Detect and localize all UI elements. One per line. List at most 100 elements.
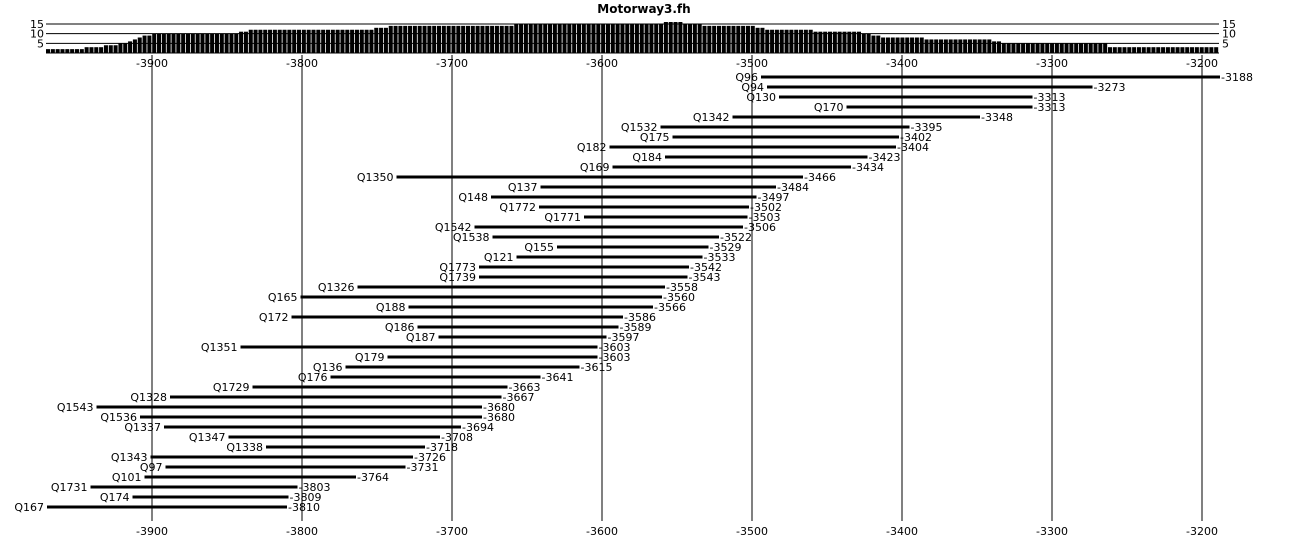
histogram-bar [1045,43,1050,53]
histogram-bar [847,31,852,53]
histogram-bar [992,41,997,54]
histogram-bar [914,37,919,53]
interval-end-label: -3603 [599,341,631,354]
x-tick-label-bottom: -3300 [1036,525,1068,538]
interval-end-label: -3533 [704,251,736,264]
histogram-bars [46,22,1219,54]
x-axis-top-ticks: -3900 -3800 -3700 -3600 -3500 -3400 -3300 -3200 [136,57,1218,70]
histogram-bar [688,23,693,53]
interval-end-label: -3694 [462,421,494,434]
histogram-bar [736,25,741,54]
histogram-bar [716,25,722,54]
interval-end-label: -3558 [666,281,698,294]
histogram-bar [1165,47,1170,53]
histogram-bar [1156,47,1161,53]
interval-label: Q182 [577,141,607,154]
histogram-bar [910,37,915,53]
histogram-bar [919,37,924,53]
histogram-bar [924,39,929,53]
histogram-bar [282,29,287,53]
histogram-bar [856,31,861,53]
histogram-bar [485,25,490,54]
histogram-bar [494,25,499,54]
histogram-bar [591,23,596,53]
histogram-bar [1170,47,1175,53]
interval-end-label: -3502 [750,201,782,214]
interval-label: Q1328 [130,391,167,404]
interval-end-label: -3667 [503,391,535,404]
histogram-bar [697,23,702,53]
histogram-bar [248,29,253,53]
histogram-bar [712,25,717,54]
interval-label: Q1739 [439,271,476,284]
histogram-bar [128,41,133,54]
histogram-bar [1069,43,1074,53]
histogram-bar [1175,47,1180,53]
histogram-bar [185,33,191,54]
histogram-bar [533,23,538,53]
histogram-bar [514,23,519,53]
histogram-bar [1040,43,1045,53]
histogram-bar [118,43,123,53]
histogram-bar [412,25,417,54]
interval-end-label: -3423 [869,151,901,164]
interval-end-label: -3506 [744,221,776,234]
histogram-bar [1083,43,1088,53]
histogram-bar [157,33,162,54]
interval-end-label: -3542 [690,261,722,274]
histogram-bar [943,39,948,53]
histogram-bar [934,39,939,53]
histogram-bar [543,23,548,53]
histogram-bar [205,33,210,54]
interval-label: Q1536 [100,411,137,424]
histogram-bar [610,23,615,53]
histogram-bar [1141,47,1146,53]
histogram-bar [1214,47,1219,53]
histogram-bar [562,23,567,53]
histogram-bar [499,25,504,54]
histogram-y-label-left: 15 [30,18,44,31]
interval-end-label: -3589 [620,321,652,334]
histogram-bar [297,29,302,53]
histogram-bar [509,25,514,54]
interval-bars: Q96 -3188 Q94 -3273 Q130 -3313 Q170 -3313 Q1342 -… [14,71,1253,514]
histogram-bar [615,23,620,53]
histogram-bar [1064,43,1069,53]
histogram-bar [142,35,147,53]
histogram-bar [359,29,364,53]
histogram-bar [79,49,84,54]
interval-end-label: -3313 [1034,91,1066,104]
histogram-bar [417,25,422,54]
histogram-bar [258,29,263,53]
histogram-bar [152,33,157,54]
histogram-bar [745,25,750,54]
histogram-bar [895,37,900,53]
histogram-bar [982,39,987,53]
histogram-bar [760,27,765,53]
histogram-bar [519,23,524,53]
interval-label: Q1351 [201,341,238,354]
histogram-bar [388,25,393,54]
histogram-bar [504,25,509,54]
histogram-bar [350,29,355,53]
histogram-bar [70,49,75,54]
interval-label: Q1342 [693,111,730,124]
interval-label: Q176 [298,371,328,384]
histogram-bar [871,35,876,53]
histogram-bar [195,33,200,54]
histogram-bar [1127,47,1132,53]
interval-end-label: -3188 [1221,71,1253,84]
histogram-bar [123,43,128,53]
histogram-bar [432,25,437,54]
interval-label: Q172 [259,311,289,324]
histogram-bar [190,33,195,54]
histogram-bar [229,33,234,54]
histogram-bar [316,29,321,53]
histogram-bar [422,25,427,54]
histogram-bar [1093,43,1098,53]
histogram-bar [659,23,664,53]
histogram-bar [987,39,992,53]
histogram-bar [668,22,673,53]
histogram-bar [379,27,384,53]
